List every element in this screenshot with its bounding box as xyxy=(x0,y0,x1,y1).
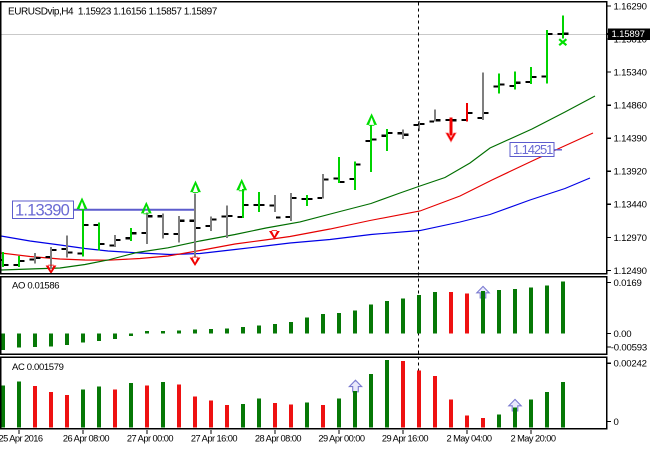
svg-text:29 Apr 16:00: 29 Apr 16:00 xyxy=(382,434,429,444)
svg-text:26 Apr 08:00: 26 Apr 08:00 xyxy=(63,434,110,444)
svg-text:0.00: 0.00 xyxy=(614,329,632,340)
svg-text:0: 0 xyxy=(614,417,619,428)
svg-text:27 Apr 00:00: 27 Apr 00:00 xyxy=(127,434,174,444)
svg-text:0.00242: 0.00242 xyxy=(614,359,647,370)
svg-text:1.16290: 1.16290 xyxy=(614,1,647,12)
svg-text:1.13390: 1.13390 xyxy=(15,202,70,220)
svg-text:2 May 20:00: 2 May 20:00 xyxy=(510,434,555,444)
svg-text:1.12970: 1.12970 xyxy=(614,233,647,244)
svg-text:1.14860: 1.14860 xyxy=(614,101,647,112)
svg-text:AC 0.001579: AC 0.001579 xyxy=(12,362,64,373)
svg-text:27 Apr 16:00: 27 Apr 16:00 xyxy=(191,434,238,444)
svg-text:1.13920: 1.13920 xyxy=(614,167,647,178)
svg-text:AO 0.01586: AO 0.01586 xyxy=(12,281,59,292)
svg-text:1.15340: 1.15340 xyxy=(614,68,647,79)
svg-text:0.0169: 0.0169 xyxy=(614,278,642,289)
svg-text:25 Apr 2016: 25 Apr 2016 xyxy=(0,434,43,444)
svg-text:EURUSDvip,H4 1.15923 1.16156: EURUSDvip,H4 1.15923 1.16156 1.15857 1.1… xyxy=(8,7,218,18)
svg-text:2 May 04:00: 2 May 04:00 xyxy=(446,434,491,444)
svg-text:1.15810: 1.15810 xyxy=(614,35,647,46)
svg-text:1.12490: 1.12490 xyxy=(614,266,647,277)
svg-text:1.13440: 1.13440 xyxy=(614,200,647,211)
svg-text:1.14251: 1.14251 xyxy=(513,142,553,157)
svg-text:29 Apr 00:00: 29 Apr 00:00 xyxy=(318,434,365,444)
svg-text:1.14390: 1.14390 xyxy=(614,134,647,145)
svg-text:1.15897: 1.15897 xyxy=(612,29,645,40)
svg-text:-0.00593: -0.00593 xyxy=(611,342,647,353)
svg-text:28 Apr 08:00: 28 Apr 08:00 xyxy=(255,434,302,444)
